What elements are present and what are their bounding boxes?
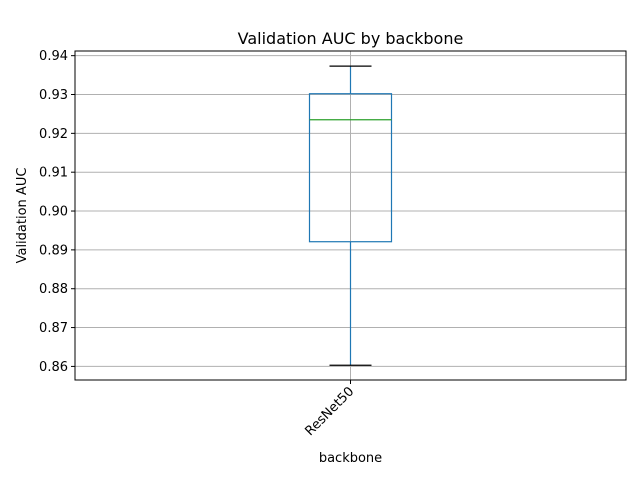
y-tick-label: 0.87 xyxy=(39,321,68,336)
box-layer xyxy=(308,65,393,366)
y-axis-ticks: 0.86 0.87 0.88 0.89 0.90 0.91 0.92 0.93 0.94 xyxy=(39,49,75,375)
box-resnet50 xyxy=(308,65,393,366)
y-axis-label: Validation AUC xyxy=(15,168,30,264)
x-tick-label: ResNet50 xyxy=(302,384,357,439)
x-axis-ticks: ResNet50 xyxy=(302,380,357,439)
y-tick-label: 0.92 xyxy=(39,127,68,142)
chart-title: Validation AUC by backbone xyxy=(238,29,464,48)
y-tick-label: 0.86 xyxy=(39,360,68,375)
y-tick-label: 0.88 xyxy=(39,282,68,297)
y-tick-label: 0.89 xyxy=(39,243,68,258)
y-tick-label: 0.93 xyxy=(39,88,68,103)
y-tick-label: 0.91 xyxy=(39,166,68,181)
interquartile-box xyxy=(308,93,393,243)
y-tick-label: 0.94 xyxy=(39,49,68,64)
y-tick-label: 0.90 xyxy=(39,205,68,220)
x-axis-label: backbone xyxy=(319,451,382,466)
